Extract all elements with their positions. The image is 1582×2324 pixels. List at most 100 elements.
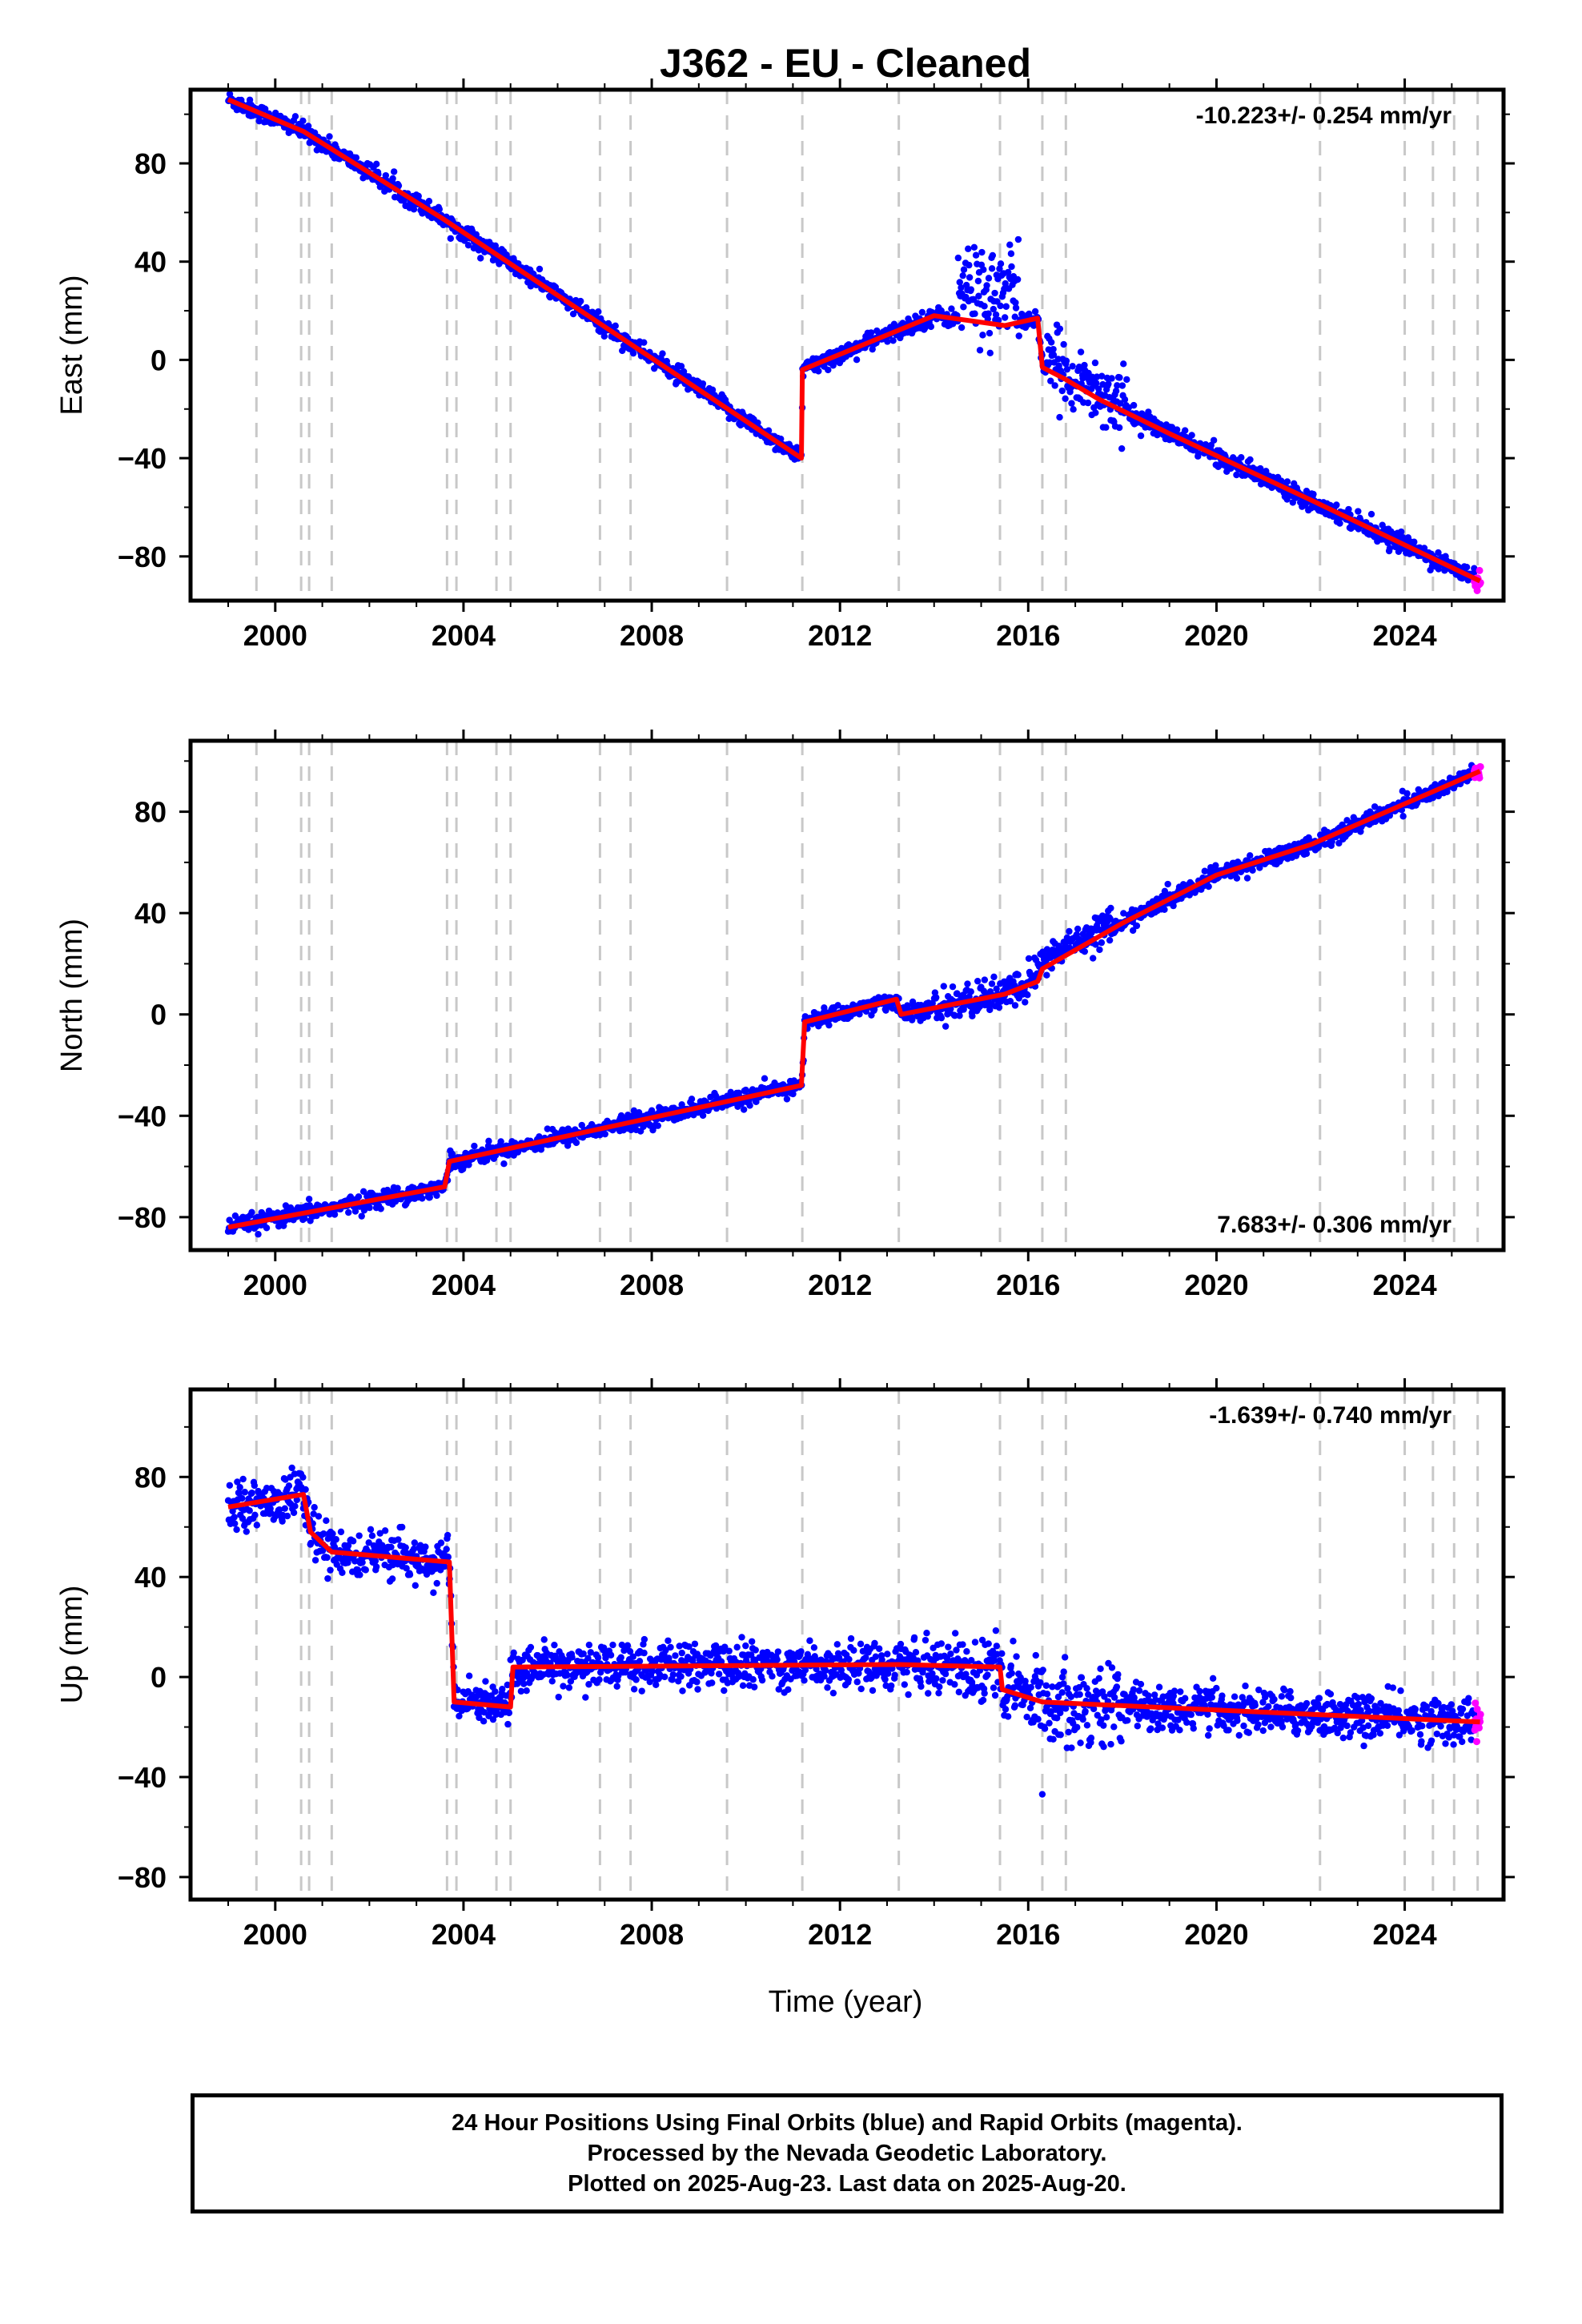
data-point	[344, 1542, 352, 1550]
data-point	[986, 349, 994, 356]
data-point	[243, 1528, 251, 1535]
data-point	[231, 1514, 238, 1521]
data-point	[1210, 436, 1218, 444]
data-point	[626, 1647, 634, 1655]
data-point	[1333, 501, 1340, 509]
data-point	[1001, 314, 1009, 321]
data-point	[290, 1509, 298, 1517]
data-point	[909, 1016, 916, 1023]
data-point	[985, 310, 992, 317]
y-axis-label: East (mm)	[55, 275, 89, 415]
data-point	[629, 349, 637, 357]
data-point	[699, 1112, 707, 1120]
data-point	[1195, 450, 1203, 457]
data-point	[246, 1507, 253, 1514]
data-point	[359, 1558, 366, 1566]
data-point	[1012, 304, 1020, 312]
data-point	[337, 1528, 345, 1536]
data-point	[520, 1680, 528, 1687]
data-point	[1137, 432, 1145, 440]
data-point	[389, 175, 396, 183]
data-point	[600, 332, 608, 340]
data-point	[613, 1683, 620, 1690]
data-point	[489, 1715, 497, 1723]
data-point	[299, 1474, 307, 1481]
data-point	[311, 1557, 319, 1564]
data-point	[761, 1075, 769, 1082]
data-point	[746, 1102, 753, 1109]
data-point	[1207, 441, 1215, 449]
data-point	[754, 419, 761, 427]
data-point	[377, 1205, 384, 1212]
data-point	[477, 255, 484, 262]
data-point	[648, 1667, 656, 1675]
data-point	[815, 368, 822, 375]
data-point	[233, 1526, 240, 1534]
data-point	[974, 277, 982, 285]
data-point	[889, 337, 897, 344]
data-point	[400, 197, 408, 204]
data-point	[433, 1192, 440, 1200]
data-point	[536, 265, 544, 273]
data-point	[981, 976, 989, 983]
data-point	[263, 1485, 271, 1492]
data-point	[635, 1108, 643, 1116]
data-point	[932, 994, 940, 1001]
y-tick-label: 80	[135, 147, 167, 180]
data-point	[540, 1636, 548, 1643]
data-point	[636, 1658, 644, 1665]
data-point	[253, 1522, 261, 1529]
data-point	[1398, 528, 1405, 536]
data-point	[576, 297, 584, 305]
data-point	[1018, 310, 1026, 318]
data-point	[853, 356, 861, 364]
data-point	[595, 308, 602, 316]
data-point	[974, 977, 982, 985]
data-point	[552, 283, 560, 291]
data-point	[394, 1184, 401, 1192]
data-point	[1084, 399, 1092, 407]
data-point	[472, 231, 480, 239]
y-tick-label: −80	[118, 1201, 167, 1234]
data-point	[425, 198, 433, 205]
data-point	[410, 1545, 418, 1553]
data-point	[997, 260, 1005, 267]
data-point	[1068, 400, 1075, 407]
data-point	[976, 347, 984, 354]
data-point	[646, 1678, 653, 1686]
y-tick-label: 0	[151, 999, 167, 1031]
data-point	[694, 1686, 701, 1693]
data-point	[607, 1651, 615, 1659]
data-point	[1096, 946, 1103, 954]
data-point	[699, 380, 707, 388]
data-point	[640, 1635, 648, 1643]
data-point	[437, 1539, 445, 1546]
data-point	[924, 1012, 931, 1020]
data-point	[1123, 376, 1130, 384]
data-point	[970, 243, 978, 251]
data-point	[551, 1641, 558, 1649]
data-point	[869, 345, 876, 353]
x-axis: 2000 2004 2008 2012 2016 2020 2024	[227, 730, 1453, 1301]
data-point	[978, 248, 986, 256]
data-point	[1238, 454, 1245, 461]
data-point	[624, 1642, 632, 1649]
data-point	[1384, 539, 1391, 547]
data-point	[1310, 490, 1317, 498]
data-point	[390, 168, 398, 175]
data-point	[505, 1709, 513, 1717]
data-point	[1062, 395, 1069, 402]
y-tick-label: −40	[118, 1100, 167, 1132]
data-point	[721, 1643, 729, 1651]
data-point	[971, 310, 978, 317]
data-point	[358, 1212, 365, 1220]
data-point	[1116, 400, 1124, 407]
data-point	[234, 1478, 241, 1486]
data-point	[555, 1693, 562, 1701]
data-point	[942, 1023, 950, 1030]
data-point	[948, 305, 955, 312]
data-point	[689, 1657, 697, 1664]
data-point	[1112, 387, 1120, 395]
